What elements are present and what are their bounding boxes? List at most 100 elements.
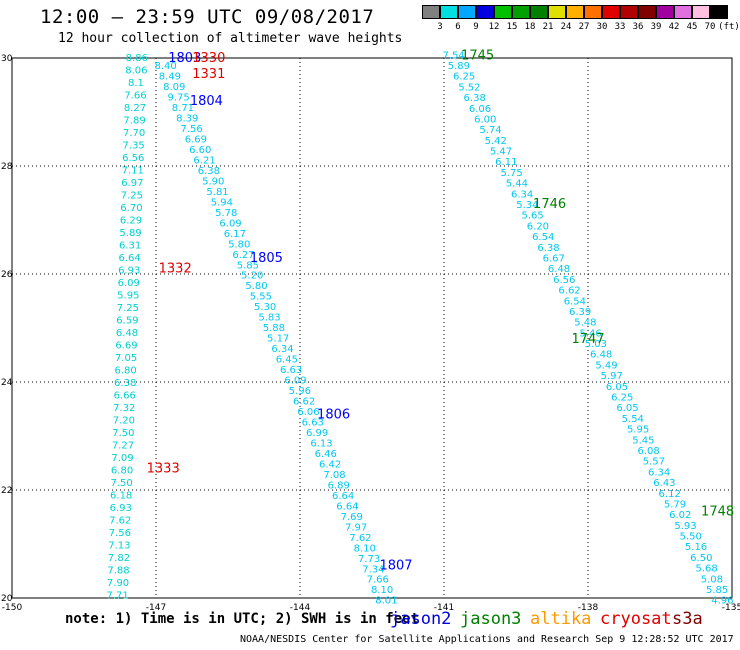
track-value-east: 6.34 bbox=[648, 467, 670, 478]
track-value-west-b: 7.56 bbox=[180, 124, 202, 135]
track-value-west-b: 6.06 bbox=[297, 407, 319, 418]
colorbar-swatch bbox=[494, 5, 512, 19]
colorbar-label: 21 bbox=[542, 22, 554, 32]
track-value-east: 5.74 bbox=[479, 125, 501, 136]
track-value-west-b: 8.09 bbox=[163, 82, 185, 93]
colorbar-swatch bbox=[620, 5, 638, 19]
track-value-west-b: 6.99 bbox=[306, 428, 328, 439]
colorbar-label: 6 bbox=[455, 22, 461, 32]
track-value-west-a: 6.38 bbox=[114, 378, 136, 389]
lat-tick-label: 20 bbox=[1, 594, 13, 604]
legend-item-jason2: jason2 bbox=[390, 609, 452, 629]
track-value-west-b: 5.88 bbox=[263, 323, 285, 334]
track-value-east: 5.52 bbox=[458, 82, 480, 93]
lat-tick-label: 28 bbox=[1, 162, 13, 172]
track-value-west-a: 7.13 bbox=[108, 540, 130, 551]
track-value-east: 6.38 bbox=[537, 243, 559, 254]
track-value-west-b: 7.97 bbox=[345, 522, 367, 533]
track-value-east: 6.00 bbox=[474, 114, 496, 125]
colorbar-label: 18 bbox=[524, 22, 536, 32]
track-value-west-b: 6.09 bbox=[219, 218, 241, 229]
track-value-east: 5.34 bbox=[516, 200, 538, 211]
track-value-west-a: 7.25 bbox=[117, 303, 139, 314]
track-value-west-b: 6.64 bbox=[332, 491, 354, 502]
lon-tick-label: -135 bbox=[722, 603, 740, 613]
track-value-west-a: 8.86 bbox=[126, 53, 148, 64]
track-value-east: 6.25 bbox=[611, 393, 633, 404]
pass-time-label: 1331 bbox=[192, 67, 225, 82]
track-value-west-b: 8.01 bbox=[375, 596, 397, 607]
track-value-west-b: 6.64 bbox=[336, 501, 358, 512]
pass-time-label: 1803 bbox=[168, 51, 201, 66]
track-value-east: 5.49 bbox=[595, 360, 617, 371]
track-value-west-b: 6.62 bbox=[293, 397, 315, 408]
track-value-east: 4.96 bbox=[711, 596, 733, 607]
track-value-west-a: 6.80 bbox=[115, 365, 137, 376]
track-value-west-a: 7.27 bbox=[112, 440, 134, 451]
colorbar-swatch bbox=[638, 5, 656, 19]
colorbar-label: 33 bbox=[614, 22, 626, 32]
track-value-west-b: 5.78 bbox=[215, 208, 237, 219]
track-value-west-a: 6.29 bbox=[120, 215, 142, 226]
track-value-west-b: 7.34 bbox=[362, 564, 384, 575]
colorbar-swatch bbox=[548, 5, 566, 19]
track-value-east: 5.85 bbox=[706, 585, 728, 596]
track-value-east: 5.08 bbox=[701, 574, 723, 585]
track-value-west-b: 6.13 bbox=[310, 438, 332, 449]
track-value-east: 5.79 bbox=[664, 499, 686, 510]
track-value-west-a: 6.80 bbox=[111, 465, 133, 476]
colorbar-swatch bbox=[512, 5, 530, 19]
colorbar-swatch bbox=[458, 5, 476, 19]
track-value-west-a: 7.88 bbox=[107, 565, 129, 576]
track-value-west-b: 5.30 bbox=[254, 302, 276, 313]
track-value-west-b: 5.81 bbox=[206, 187, 228, 198]
track-value-east: 6.39 bbox=[569, 307, 591, 318]
track-value-east: 6.54 bbox=[532, 232, 554, 243]
pass-time-label: 1333 bbox=[147, 461, 180, 476]
pass-time-label: 1748 bbox=[701, 505, 734, 520]
track-value-east: 6.43 bbox=[653, 478, 675, 489]
track-value-west-a: 8.1 bbox=[128, 78, 144, 89]
pass-time-label: 1804 bbox=[190, 94, 223, 109]
colorbar-label: 30 bbox=[596, 22, 608, 32]
track-value-west-b: 6.09 bbox=[284, 376, 306, 387]
track-value-east: 5.97 bbox=[601, 371, 623, 382]
track-value-east: 5.65 bbox=[522, 211, 544, 222]
track-value-west-b: 8.10 bbox=[354, 543, 376, 554]
track-value-west-a: 7.20 bbox=[113, 415, 135, 426]
track-value-east: 6.20 bbox=[527, 221, 549, 232]
colorbar-label: 3 bbox=[437, 22, 443, 32]
colorbar-label: 15 bbox=[506, 22, 518, 32]
pass-time-label: 1747 bbox=[571, 332, 604, 347]
track-value-west-a: 6.69 bbox=[115, 340, 137, 351]
colorbar-label: 9 bbox=[473, 22, 479, 32]
track-value-west-a: 7.56 bbox=[109, 528, 131, 539]
colorbar-label: 27 bbox=[578, 22, 590, 32]
track-value-west-b: 8.39 bbox=[176, 114, 198, 125]
track-value-west-b: 6.63 bbox=[302, 418, 324, 429]
track-value-east: 5.54 bbox=[622, 414, 644, 425]
track-value-east: 5.46 bbox=[580, 328, 602, 339]
colorbar-label: 36 bbox=[632, 22, 644, 32]
track-value-west-a: 6.18 bbox=[110, 490, 132, 501]
colorbar-swatch bbox=[674, 5, 692, 19]
colorbar-swatch bbox=[584, 5, 602, 19]
track-value-west-a: 6.48 bbox=[116, 328, 138, 339]
track-value-west-a: 7.82 bbox=[108, 553, 130, 564]
colorbar-swatch bbox=[440, 5, 458, 19]
track-value-west-a: 6.93 bbox=[118, 265, 140, 276]
track-value-west-b: 6.60 bbox=[189, 145, 211, 156]
track-value-west-b: 5.20 bbox=[241, 271, 263, 282]
track-value-east: 5.95 bbox=[627, 425, 649, 436]
track-value-east: 7.54 bbox=[442, 50, 464, 61]
colorbar-label: 39 bbox=[650, 22, 662, 32]
track-value-west-b: 7.62 bbox=[349, 533, 371, 544]
track-value-west-b: 6.69 bbox=[185, 134, 207, 145]
track-value-west-b: 5.94 bbox=[211, 197, 233, 208]
track-value-west-a: 6.59 bbox=[116, 315, 138, 326]
track-value-west-a: 7.32 bbox=[113, 403, 135, 414]
colorbar-swatch bbox=[692, 5, 710, 19]
track-value-east: 5.48 bbox=[574, 318, 596, 329]
track-value-west-a: 8.27 bbox=[124, 103, 146, 114]
